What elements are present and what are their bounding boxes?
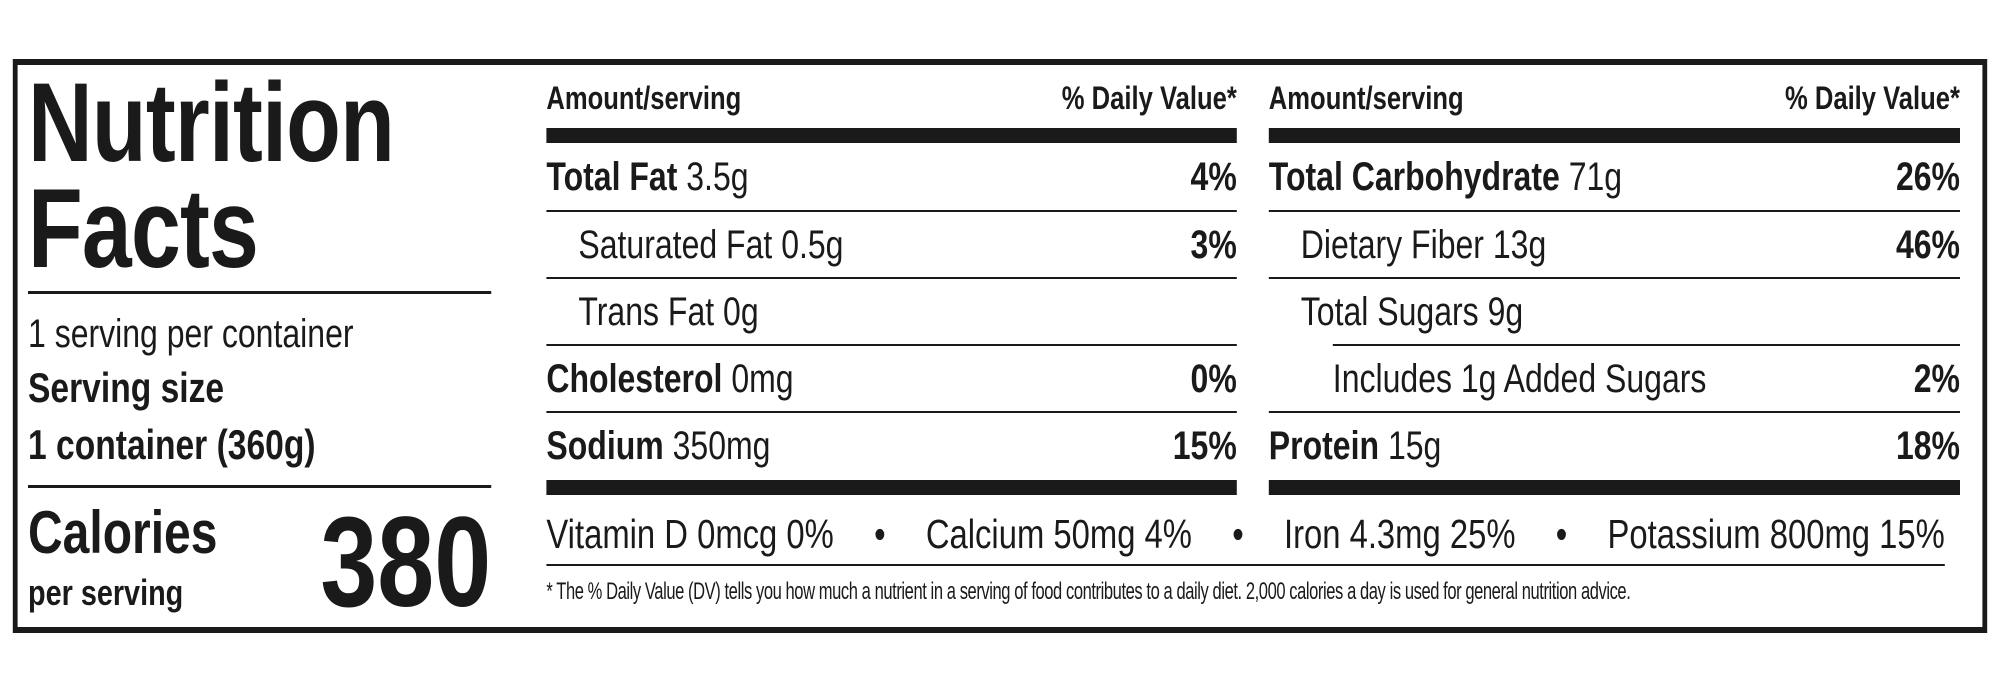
thick-bar (1268, 128, 1960, 143)
nutrient-amount: 13g (1492, 223, 1547, 267)
nutrient-name: Total Carbohydrate (1268, 155, 1560, 199)
nutrient-row: Saturated Fat 0.5g (578, 221, 843, 269)
calories-label: Calories (28, 499, 218, 566)
daily-value: 0% (1190, 357, 1237, 401)
thick-bar (546, 128, 1237, 143)
bullet: • (1232, 511, 1244, 557)
micronutrient: Vitamin D 0mcg 0% (546, 511, 834, 557)
calories-sub: per serving (28, 572, 184, 614)
title: Nutrition Facts (28, 60, 395, 291)
row-rule (546, 210, 1237, 212)
nutrient-row: Total Carbohydrate 71g (1269, 153, 1622, 201)
nutrient-amount: 350mg (672, 424, 771, 468)
nutrient-row: Cholesterol 0mg (546, 355, 793, 403)
row-rule (1268, 210, 1960, 212)
serving-rule (28, 485, 492, 488)
nutrient-row: Sodium 350mg (546, 422, 770, 470)
nutrient-name: Dietary Fiber (1300, 223, 1484, 267)
row-rule (1268, 277, 1960, 279)
nutrient-name: Saturated Fat (578, 223, 773, 267)
nutrient-row: Dietary Fiber 13g (1301, 221, 1546, 269)
nutrient-name: Protein (1268, 424, 1380, 468)
nutrient-name: Total Fat (546, 155, 678, 199)
nutrient-amount: 9g (1487, 290, 1524, 334)
row-rule (546, 411, 1237, 413)
column-header: % Daily Value* (1061, 79, 1237, 116)
thick-bar (1268, 480, 1960, 495)
column-header: Amount/serving (1268, 79, 1464, 116)
micronutrient: Calcium 50mg 4% (925, 511, 1192, 557)
micronutrient: Potassium 800mg 15% (1607, 511, 1945, 557)
nutrient-amount: 71g (1568, 155, 1623, 199)
nutrient-amount: 3.5g (686, 155, 749, 199)
nutrient-amount: 0mg (731, 357, 794, 401)
row-rule (1268, 411, 1960, 413)
thick-bar (546, 480, 1237, 495)
nutrient-name: Sodium (546, 424, 664, 468)
daily-value: 18% (1895, 424, 1960, 468)
daily-value: 3% (1190, 223, 1237, 267)
serving-size: 1 container (360g) (28, 420, 316, 468)
micronutrient: Iron 4.3mg 25% (1283, 511, 1516, 557)
bullet: • (874, 511, 886, 557)
nutrient-amount: 15g (1387, 424, 1442, 468)
serving-size-label: Serving size (28, 363, 225, 411)
nutrient-name: Includes 1g Added Sugars (1332, 357, 1707, 401)
nutrient-amount: 0.5g (781, 223, 844, 267)
daily-value: 2% (1913, 357, 1960, 401)
title-rule (28, 291, 492, 294)
daily-value: 15% (1172, 424, 1237, 468)
nutrient-row: Protein 15g (1269, 422, 1442, 470)
footnote: * The % Daily Value (DV) tells you how m… (546, 578, 1631, 605)
calories-value: 380 (320, 491, 492, 635)
row-rule (546, 277, 1237, 279)
nutrient-name: Total Sugars (1300, 290, 1479, 334)
nutrient-amount: 0g (723, 290, 759, 334)
nutrient-row: Includes 1g Added Sugars (1333, 355, 1707, 403)
daily-value: 4% (1190, 155, 1237, 199)
micronutrients: Vitamin D 0mcg 0% • Calcium 50mg 4% • Iron 4… (546, 510, 1944, 558)
row-rule (1332, 344, 1960, 346)
daily-value: 46% (1895, 223, 1960, 267)
column-header: % Daily Value* (1784, 79, 1960, 116)
row-rule (546, 344, 1237, 346)
nutrient-name: Cholesterol (546, 357, 723, 401)
nutrient-row: Trans Fat 0g (578, 288, 758, 336)
nutrient-row: Total Fat 3.5g (546, 153, 748, 201)
micronutrient-rule (546, 564, 1945, 566)
column-header: Amount/serving (546, 79, 742, 116)
nutrient-row: Total Sugars 9g (1301, 288, 1523, 336)
bullet: • (1555, 511, 1568, 557)
servings-per-container: 1 serving per container (28, 312, 354, 356)
label-border (12, 59, 1988, 633)
nutrient-name: Trans Fat (578, 290, 715, 334)
daily-value: 26% (1895, 155, 1960, 199)
